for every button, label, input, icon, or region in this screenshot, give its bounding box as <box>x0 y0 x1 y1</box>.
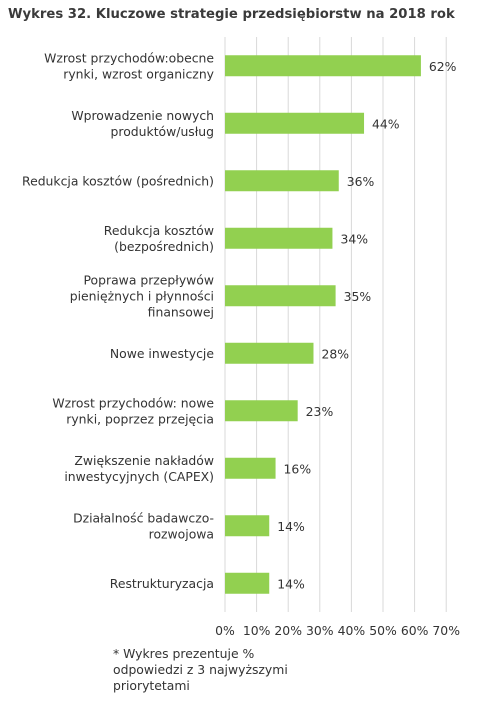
data-label: 23% <box>306 404 334 419</box>
footnote: * Wykres prezentuje % odpowiedzi z 3 naj… <box>113 646 333 694</box>
bar <box>225 112 365 134</box>
category-label: Wprowadzenie nowych <box>71 108 214 123</box>
category-label: rynki, wzrost organiczny <box>63 66 214 81</box>
category-label: Zwiększenie nakładów <box>74 453 214 468</box>
x-tick-label: 30% <box>306 623 334 638</box>
category-label: Wzrost przychodów:obecne <box>44 50 214 65</box>
bar <box>225 55 421 77</box>
bar <box>225 170 339 192</box>
bar <box>225 457 276 479</box>
x-tick-label: 70% <box>432 623 460 638</box>
data-label: 16% <box>284 461 312 476</box>
data-label: 36% <box>347 174 375 189</box>
data-label: 44% <box>372 116 400 131</box>
data-label: 62% <box>429 59 457 74</box>
data-label: 35% <box>344 289 372 304</box>
x-tick-label: 50% <box>369 623 397 638</box>
data-label: 34% <box>340 231 368 246</box>
chart-title: Wykres 32. Kluczowe strategie przedsiębi… <box>8 7 455 22</box>
category-label: Wzrost przychodów: nowe <box>52 395 214 410</box>
bar <box>225 572 270 594</box>
category-label: (bezpośrednich) <box>114 239 214 254</box>
category-label: Redukcja kosztów <box>104 223 214 238</box>
category-label: finansowej <box>148 304 214 319</box>
footnote-line: odpowiedzi z 3 najwyższymi <box>113 662 288 677</box>
category-label: produktów/usług <box>111 124 214 139</box>
category-label: pieniężnych i płynności <box>70 288 214 303</box>
bar <box>225 227 333 249</box>
x-tick-label: 60% <box>401 623 429 638</box>
bar <box>225 400 298 422</box>
category-label: Działalność badawczo- <box>73 510 214 525</box>
bar <box>225 342 314 364</box>
footnote-line: priorytetami <box>113 678 190 693</box>
data-label: 14% <box>277 519 305 534</box>
category-label: Nowe inwestycje <box>110 346 214 361</box>
x-tick-label: 40% <box>338 623 366 638</box>
data-label: 14% <box>277 576 305 591</box>
category-label: rynki, poprzez przejęcia <box>66 411 214 426</box>
category-label: Restrukturyzacja <box>110 576 214 591</box>
x-tick-label: 20% <box>274 623 302 638</box>
x-tick-label: 0% <box>215 623 235 638</box>
bar-chart: 0% 10% 20% 30% 40% 50% 60% 70% 62% Wzrost przycho… <box>22 37 460 638</box>
category-label: Redukcja kosztów (pośrednich) <box>22 173 214 188</box>
footnote-line: * Wykres prezentuje % <box>113 646 255 661</box>
x-tick-label: 10% <box>243 623 271 638</box>
category-label: inwestycyjnych (CAPEX) <box>64 469 214 484</box>
category-label: rozwojowa <box>149 526 214 541</box>
category-label: Poprawa przepływów <box>84 272 214 287</box>
bar <box>225 285 336 307</box>
data-label: 28% <box>321 346 349 361</box>
bar <box>225 515 270 537</box>
